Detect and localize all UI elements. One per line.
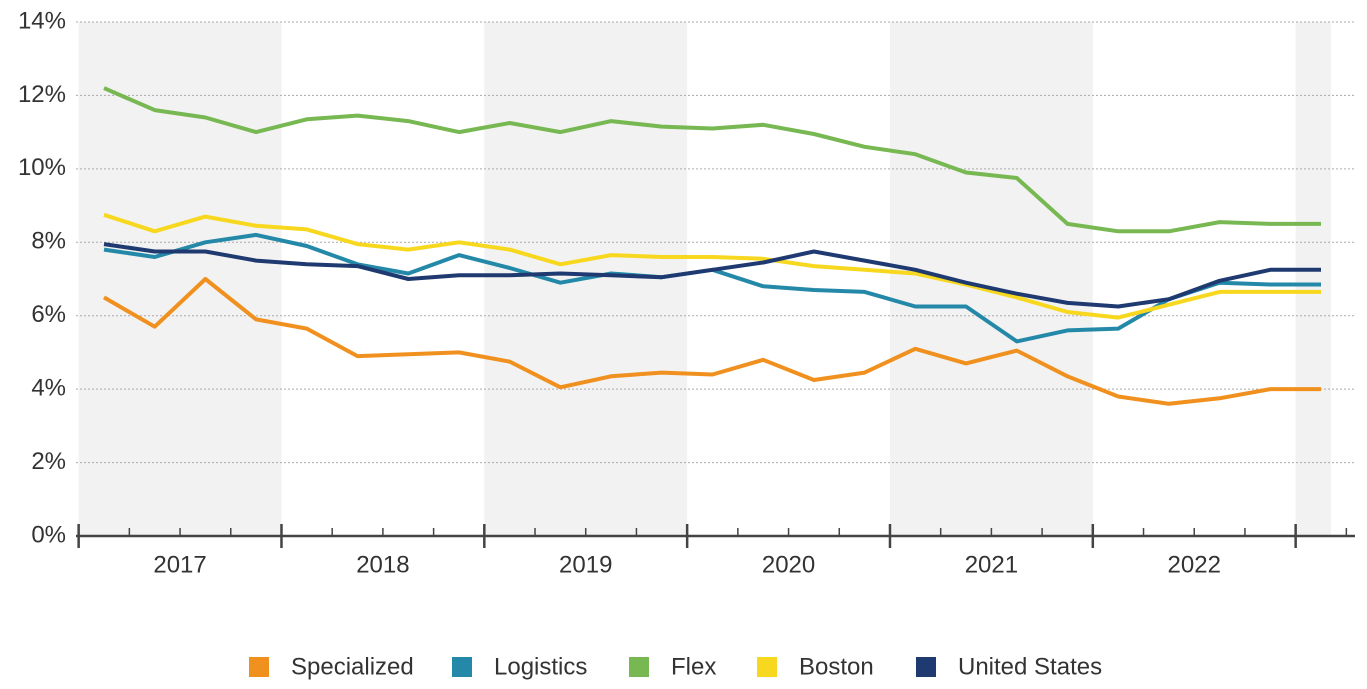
x-tick-label: 2022: [1168, 551, 1221, 578]
legend-swatch: [757, 657, 777, 677]
y-tick-label: 6%: [31, 301, 66, 328]
series-line: [103, 212, 1321, 320]
x-tick-label: 2019: [559, 551, 612, 578]
legend-label: United States: [958, 653, 1102, 680]
legend-swatch: [452, 657, 472, 677]
y-tick-label: 0%: [31, 521, 66, 548]
series-line: [103, 242, 1321, 309]
y-tick-label: 4%: [31, 374, 66, 401]
legend-label: Logistics: [494, 653, 587, 680]
legend-swatch: [249, 657, 269, 677]
x-tick-label: 2018: [356, 551, 409, 578]
legend-label: Specialized: [291, 653, 414, 680]
series-line: [103, 86, 1321, 234]
band: [889, 22, 1093, 536]
legend-label: Boston: [799, 653, 874, 680]
legend-label: Flex: [671, 653, 716, 680]
x-tick-label: 2017: [153, 551, 206, 578]
band: [1295, 22, 1331, 536]
legend-swatch: [629, 657, 649, 677]
y-tick-label: 2%: [31, 448, 66, 475]
x-tick-label: 2021: [965, 551, 1018, 578]
y-tick-label: 14%: [18, 7, 66, 34]
band: [78, 22, 282, 536]
y-tick-label: 10%: [18, 154, 66, 181]
legend-swatch: [916, 657, 936, 677]
series-line: [102, 277, 1321, 406]
y-tick-label: 12%: [18, 81, 66, 108]
y-tick-label: 8%: [31, 228, 66, 255]
x-tick-label: 2020: [762, 551, 815, 578]
